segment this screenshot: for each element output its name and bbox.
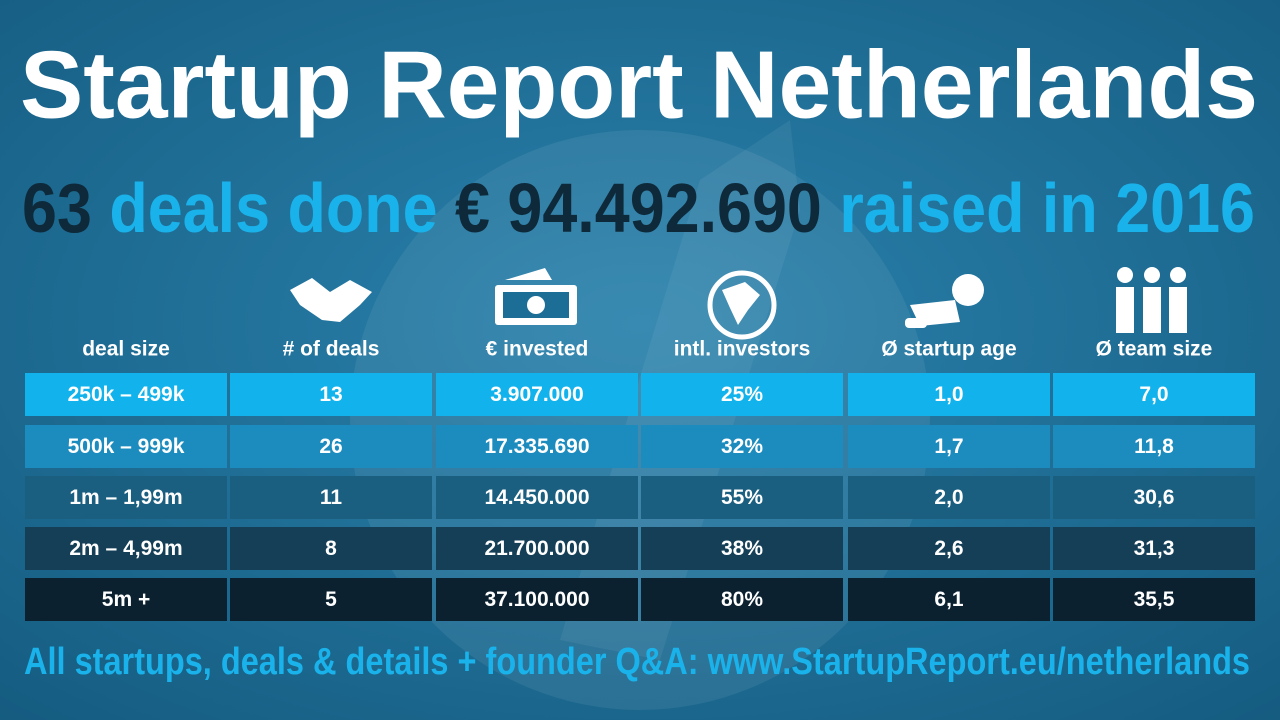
cell-text: 5 [325,588,337,611]
cell-text: 7,0 [1139,383,1168,406]
table-cell [1053,527,1255,570]
table-cell [641,476,843,519]
column-header: € invested [486,338,589,361]
cell-text: 32% [721,435,763,458]
subtitle-count: 63 [22,169,92,247]
cell-text: 3.907.000 [490,383,583,406]
cell-text: 6,1 [934,588,964,611]
table-cell [436,425,638,468]
table-cell [1053,476,1255,519]
table-cell [436,476,638,519]
column-header: # of deals [283,338,380,361]
cell-text: 55% [721,486,763,509]
cell-text: 1,7 [934,435,963,458]
column-header: intl. investors [674,338,811,361]
team-icon [1116,267,1187,333]
cell-text: 30,6 [1134,486,1175,509]
cell-text: 37.100.000 [484,588,589,611]
cell-text: 21.700.000 [484,537,589,560]
table-cell [230,425,432,468]
table-cell [436,373,638,416]
cell-text: 8 [325,537,337,560]
cell-text: 1,0 [934,383,963,406]
table-cell [230,578,432,621]
table-cell [436,527,638,570]
table-cell [1053,425,1255,468]
footer: All startups, deals & details + founder … [24,641,1250,683]
cell-text: 25% [721,383,763,406]
subtitle-amount: € 94.492.690 [455,169,822,247]
table-cell [848,373,1050,416]
table-cell [1053,578,1255,621]
cell-text: 1m – 1,99m [69,486,182,509]
table-cell [641,425,843,468]
table-cell [436,578,638,621]
table-cell [1053,373,1255,416]
money-icon [495,268,577,325]
table-cell [25,425,227,468]
table-cell [641,527,843,570]
column-header: Ø team size [1096,338,1213,361]
cell-text: 17.335.690 [484,435,589,458]
table-cell [25,476,227,519]
cell-text: 11 [320,486,343,509]
icons [290,267,1187,340]
cell-text: 80% [721,588,763,611]
cell-text: 31,3 [1134,537,1175,560]
column-header: deal size [82,338,170,361]
subtitle: 63 deals done € 94.492.690 raised in 201… [22,169,1255,247]
table-cell [230,373,432,416]
cell-text: 2,0 [934,486,963,509]
cell-text: 500k – 999k [68,435,185,458]
cell-text: 13 [319,383,342,406]
table-cell [230,527,432,570]
column-header: Ø startup age [881,338,1016,361]
table: deal size # of deals € invested intl. inves… [25,338,1255,621]
cell-text: 11,8 [1134,435,1174,458]
table-cell [848,527,1050,570]
cell-text: 250k – 499k [68,383,185,406]
table-cell [25,373,227,416]
handshake-icon [290,278,372,322]
table-cell [848,425,1050,468]
table-cell [641,578,843,621]
cell-text: 5m + [102,588,150,611]
cell-text: 35,5 [1134,588,1175,611]
baby-icon [905,274,984,328]
title: Startup Report Netherlands [20,31,1258,138]
table-cell [641,373,843,416]
cell-text: 14.450.000 [484,486,589,509]
table-cell [848,476,1050,519]
globe-icon [707,270,777,340]
table-cell [230,476,432,519]
subtitle-text: deals done [109,169,437,247]
table-cell [848,578,1050,621]
subtitle-text: raised in 2016 [839,169,1255,247]
cell-text: 26 [319,435,342,458]
table-cell [25,578,227,621]
cell-text: 2m – 4,99m [69,537,182,560]
cell-text: 2,6 [934,537,963,560]
table-cell [25,527,227,570]
cell-text: 38% [721,537,763,560]
